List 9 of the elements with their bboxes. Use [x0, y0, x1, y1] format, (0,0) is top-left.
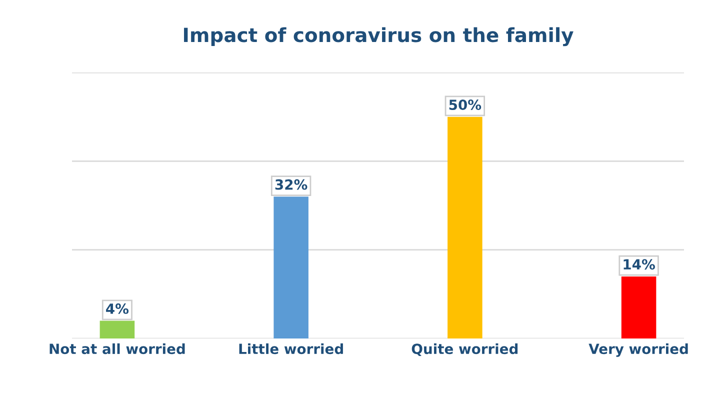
x-tick-label: Quite worried [412, 343, 518, 356]
chart-title: Impact of conoravirus on the family [184, 27, 574, 46]
x-tick-label: Not at all worried [50, 343, 185, 354]
x-tick-label: Little worried [239, 343, 343, 354]
x-tick-label: Very worried [588, 343, 688, 357]
data-label: 32% [275, 179, 308, 190]
data-label: 50% [449, 100, 482, 110]
data-label: 14% [624, 259, 655, 270]
data-label: 4% [106, 303, 129, 314]
